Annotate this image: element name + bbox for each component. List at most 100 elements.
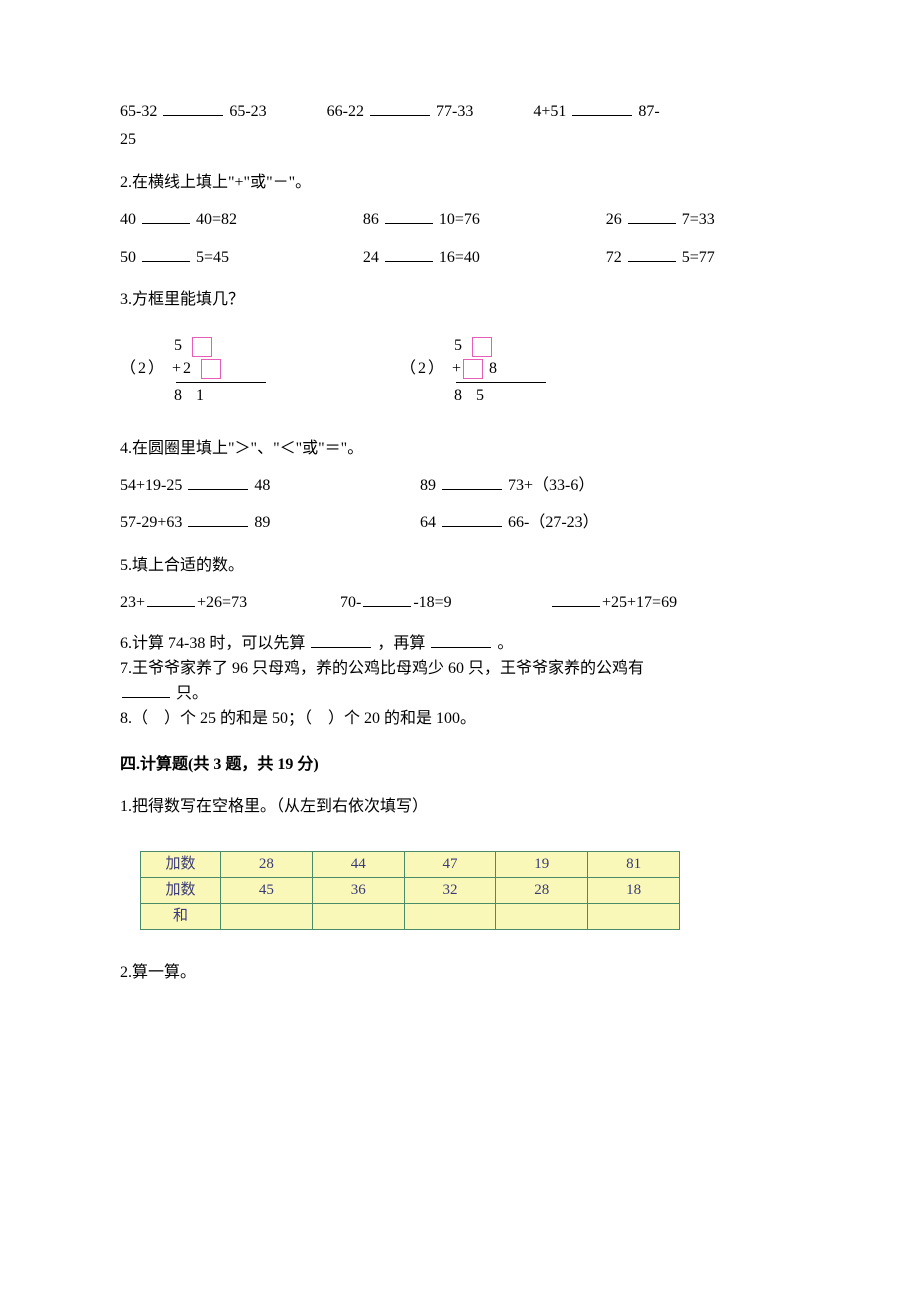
- q2-item: 72 5=77: [606, 246, 800, 269]
- blank-fill[interactable]: [385, 246, 433, 262]
- num-a: 72: [606, 249, 622, 266]
- pre: 23+: [120, 594, 145, 611]
- sum-bar: [456, 382, 546, 383]
- section-4-title: 四.计算题(共 3 题，共 19 分): [120, 754, 800, 776]
- q5-item: +25+17=69: [550, 591, 677, 614]
- fill-box[interactable]: [201, 359, 221, 379]
- q4-row-2: 57-29+63 89 64 66-（27-23）: [120, 511, 800, 534]
- table-cell: 47: [404, 851, 496, 877]
- blank-fill[interactable]: [628, 246, 676, 262]
- q5-item: 23+ +26=73: [120, 591, 340, 614]
- q7-suffix: 只。: [176, 685, 208, 702]
- cp-mid: （2） + 8: [400, 358, 680, 380]
- table-cell-fill[interactable]: [404, 903, 496, 929]
- num-b: 5=77: [682, 249, 715, 266]
- blank-fill[interactable]: [188, 511, 248, 527]
- sum-bar: [176, 382, 266, 383]
- table-cell-fill[interactable]: [221, 903, 313, 929]
- table-cell: 28: [221, 851, 313, 877]
- table-cell: 45: [221, 877, 313, 903]
- q2-item: 26 7=33: [606, 208, 800, 231]
- table-cell: 32: [404, 877, 496, 903]
- num-a: 24: [363, 249, 379, 266]
- blank-fill[interactable]: [552, 591, 600, 607]
- num-a: 40: [120, 211, 136, 228]
- q1-item-2: 66-22 77-33: [327, 100, 474, 123]
- q7-line2: 只。: [120, 682, 800, 705]
- q7-line1: 7.王爷爷家养了 96 只母鸡，养的公鸡比母鸡少 60 只，王爷爷家养的公鸡有: [120, 658, 800, 680]
- paren-label: （2）: [120, 360, 166, 377]
- post: -18=9: [413, 594, 451, 611]
- blank-fill[interactable]: [628, 208, 676, 224]
- q3-columns: 5 （2） +2 8 1 5 （2） + 8 8 5: [120, 335, 800, 407]
- digit: 5: [454, 337, 464, 354]
- q6-end: 。: [497, 635, 513, 652]
- cp-top: 5: [120, 335, 400, 357]
- digit: 2: [183, 360, 193, 377]
- digit: 5: [174, 337, 184, 354]
- q1-item-3: 4+51 87-: [533, 100, 659, 123]
- table-cell-fill[interactable]: [588, 903, 680, 929]
- blank-fill[interactable]: [572, 100, 632, 116]
- cp-res: 8 1: [120, 385, 400, 407]
- table-cell-fill[interactable]: [312, 903, 404, 929]
- table-cell: 28: [496, 877, 588, 903]
- q2-item: 40 40=82: [120, 208, 363, 231]
- q4-item: 54+19-25 48: [120, 474, 420, 497]
- expr-a: 57-29+63: [120, 514, 182, 531]
- num-a: 26: [606, 211, 622, 228]
- blank-fill[interactable]: [431, 632, 491, 648]
- num-a: 86: [363, 211, 379, 228]
- expr-right: 65-23: [229, 103, 266, 120]
- blank-fill[interactable]: [363, 591, 411, 607]
- table-cell-fill[interactable]: [496, 903, 588, 929]
- table-cell: 81: [588, 851, 680, 877]
- q5-row: 23++26=73 70--18=9 +25+17=69: [120, 591, 800, 614]
- q3-title: 3.方框里能填几？: [120, 289, 800, 311]
- table-cell: 36: [312, 877, 404, 903]
- blank-fill[interactable]: [442, 511, 502, 527]
- column-addition-1: 5 （2） +2 8 1: [120, 335, 400, 407]
- q8-mid2: ）个 20 的和是 100。: [312, 710, 476, 727]
- blank-fill[interactable]: [142, 246, 190, 262]
- q6-pre: 6.计算 74-38 时，可以先算: [120, 635, 305, 652]
- q6-mid: ，再算: [377, 635, 425, 652]
- table-row: 和: [141, 903, 680, 929]
- q4-item: 89 73+（33-6）: [420, 474, 594, 497]
- column-addition-2: 5 （2） + 8 8 5: [400, 335, 680, 407]
- digit: 5: [476, 387, 486, 404]
- expr-b: 48: [254, 477, 270, 494]
- blank-fill[interactable]: [442, 474, 502, 490]
- expr-b: 66-（27-23）: [508, 514, 599, 531]
- blank-fill[interactable]: [122, 682, 170, 698]
- q8-mid1: ）个 25 的和是 50；（: [148, 710, 312, 727]
- fill-box[interactable]: [192, 337, 212, 357]
- expr-left: 66-22: [327, 103, 364, 120]
- post: +25+17=69: [602, 594, 677, 611]
- op: +: [172, 360, 183, 377]
- blank-fill[interactable]: [163, 100, 223, 116]
- expr-b: 89: [254, 514, 270, 531]
- blank-fill[interactable]: [147, 591, 195, 607]
- q2-item: 24 16=40: [363, 246, 606, 269]
- cp-mid: （2） +2: [120, 358, 400, 380]
- fill-box[interactable]: [472, 337, 492, 357]
- blank-fill[interactable]: [370, 100, 430, 116]
- blank-fill[interactable]: [311, 632, 371, 648]
- expr-right: 87-: [638, 103, 659, 120]
- blank-fill[interactable]: [385, 208, 433, 224]
- fill-box[interactable]: [463, 359, 483, 379]
- q2-item: 50 5=45: [120, 246, 363, 269]
- post: +26=73: [197, 594, 247, 611]
- q1-item-1: 65-32 65-23: [120, 100, 267, 123]
- num-b: 16=40: [439, 249, 480, 266]
- expr-a: 64: [420, 514, 436, 531]
- q8-pre: 8.（: [120, 710, 148, 727]
- table-row: 加数 45 36 32 28 18: [141, 877, 680, 903]
- q4-item: 57-29+63 89: [120, 511, 420, 534]
- paren-label: （2）: [400, 360, 446, 377]
- q5-title: 5.填上合适的数。: [120, 555, 800, 577]
- blank-fill[interactable]: [188, 474, 248, 490]
- num-b: 40=82: [196, 211, 237, 228]
- blank-fill[interactable]: [142, 208, 190, 224]
